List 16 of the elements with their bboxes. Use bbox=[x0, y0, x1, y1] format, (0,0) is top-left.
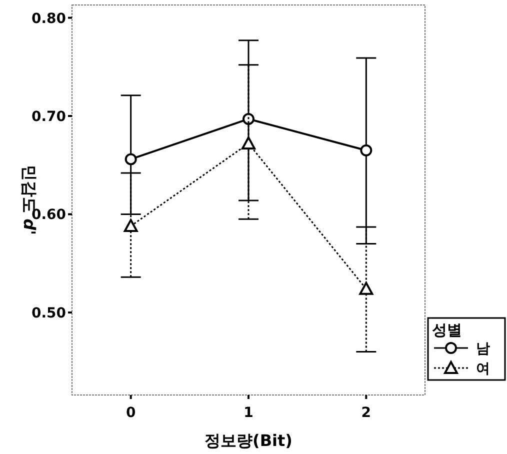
point bbox=[242, 112, 254, 125]
legend-label: 남 bbox=[476, 341, 490, 357]
y-tick-label: 0.80 bbox=[31, 10, 66, 27]
point bbox=[124, 153, 137, 166]
legend-label: 여 bbox=[476, 361, 490, 377]
x-tick-label: 1 bbox=[244, 405, 254, 421]
y-tick-label: 0.50 bbox=[31, 305, 66, 322]
point bbox=[242, 136, 256, 150]
point bbox=[124, 219, 138, 232]
y-tick-label: 0.70 bbox=[31, 109, 66, 126]
point bbox=[360, 144, 372, 156]
x-tick-label: 2 bbox=[361, 405, 372, 421]
x-axis-title: 정보량(Bit) bbox=[204, 431, 292, 450]
x-tick-label: 0 bbox=[126, 405, 136, 421]
legend-title: 성별 bbox=[432, 321, 462, 339]
point bbox=[359, 282, 374, 295]
